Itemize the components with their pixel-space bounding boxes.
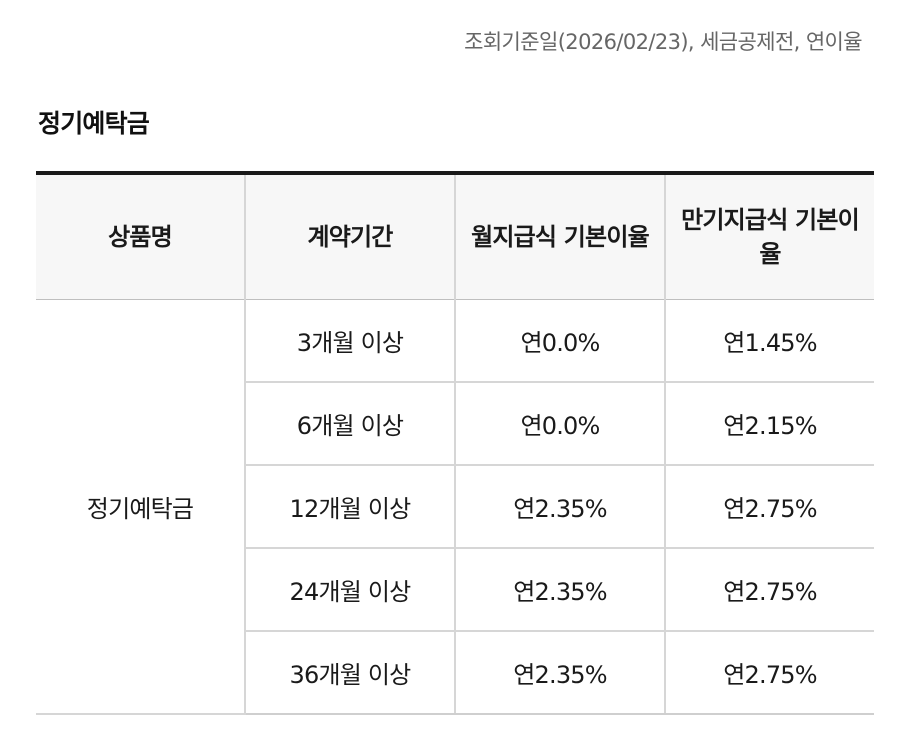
table-row: 12개월 이상 연2.35% 연2.75% — [36, 465, 874, 549]
maturity-rate-cell: 연2.75% — [665, 465, 874, 549]
monthly-rate-cell: 연2.35% — [455, 631, 666, 715]
reference-date-note: 조회기준일(2026/02/23), 세금공제전, 연이율 — [464, 30, 862, 54]
table-row: 6개월 이상 연0.0% 연2.15% — [36, 382, 874, 466]
period-cell: 3개월 이상 — [245, 299, 456, 383]
maturity-rate-cell: 연2.15% — [665, 382, 874, 466]
header-product-name: 상품명 — [36, 173, 246, 300]
interest-rate-table: 상품명 계약기간 월지급식 기본이율 만기지급식 기본이율 정기예탁금 3개월 … — [36, 171, 874, 715]
table-header-row: 상품명 계약기간 월지급식 기본이율 만기지급식 기본이율 — [36, 173, 874, 300]
monthly-rate-cell: 연0.0% — [455, 382, 666, 466]
maturity-rate-cell: 연2.75% — [665, 631, 874, 715]
header-maturity-payment-rate: 만기지급식 기본이율 — [665, 173, 874, 300]
section-title: 정기예탁금 — [38, 109, 150, 138]
table-row: 24개월 이상 연2.35% 연2.75% — [36, 548, 874, 632]
maturity-rate-cell: 연2.75% — [665, 548, 874, 632]
table-row: 36개월 이상 연2.35% 연2.75% — [36, 631, 874, 715]
monthly-rate-cell: 연0.0% — [455, 299, 666, 383]
monthly-rate-cell: 연2.35% — [455, 465, 666, 549]
monthly-rate-cell: 연2.35% — [455, 548, 666, 632]
period-cell: 24개월 이상 — [245, 548, 456, 632]
period-cell: 36개월 이상 — [245, 631, 456, 715]
maturity-rate-cell: 연1.45% — [665, 299, 874, 383]
header-monthly-payment-rate: 월지급식 기본이율 — [455, 173, 666, 300]
period-cell: 6개월 이상 — [245, 382, 456, 466]
product-name-cell: 정기예탁금 — [36, 299, 246, 715]
period-cell: 12개월 이상 — [245, 465, 456, 549]
table-row: 정기예탁금 3개월 이상 연0.0% 연1.45% — [36, 299, 874, 715]
header-contract-period: 계약기간 — [245, 173, 456, 300]
